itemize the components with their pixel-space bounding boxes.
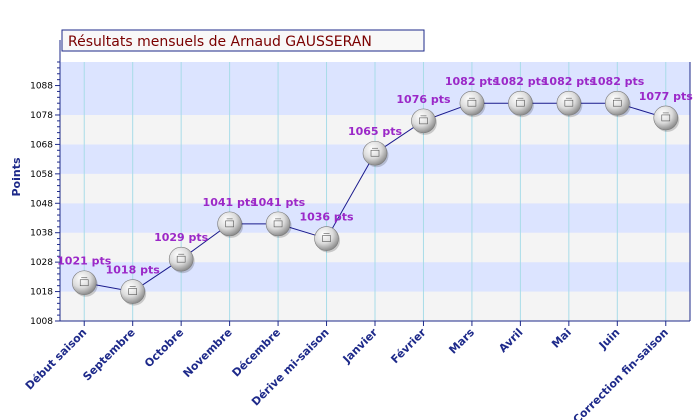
y-tick-label: 1048 bbox=[30, 199, 53, 209]
y-tick-label: 1078 bbox=[30, 111, 53, 121]
data-label: 1082 pts bbox=[590, 75, 645, 88]
x-tick-label: Janvier bbox=[340, 326, 381, 367]
data-point-marker bbox=[653, 105, 680, 132]
x-tick-label: Début saison bbox=[23, 326, 90, 393]
x-tick-label: Novembre bbox=[181, 326, 235, 380]
data-label: 1036 pts bbox=[299, 211, 354, 224]
ping-pong-ball-icon bbox=[265, 211, 291, 237]
x-tick-label: Octobre bbox=[142, 326, 186, 370]
chart-title: Résultats mensuels de Arnaud GAUSSERAN bbox=[68, 34, 372, 50]
data-label: 1065 pts bbox=[348, 125, 403, 138]
ping-pong-ball-icon bbox=[217, 211, 242, 237]
y-tick-label: 1088 bbox=[30, 82, 53, 92]
ping-pong-ball-icon bbox=[120, 279, 145, 304]
data-point-marker bbox=[168, 246, 195, 274]
x-tick-label: Juin bbox=[596, 326, 623, 353]
data-point-marker bbox=[508, 90, 534, 118]
ping-pong-ball-icon bbox=[168, 246, 194, 272]
x-tick-label: Mars bbox=[446, 326, 477, 357]
ball-logo-icon bbox=[225, 220, 234, 228]
ping-pong-ball-icon bbox=[314, 226, 339, 251]
ball-logo-icon bbox=[370, 149, 380, 157]
y-tick-label: 1058 bbox=[30, 170, 53, 180]
data-point-marker bbox=[217, 211, 244, 238]
ball-logo-icon bbox=[419, 117, 428, 125]
ping-pong-ball-icon bbox=[362, 140, 388, 166]
y-axis-ticks: 1008 1018 1028 1038 1048 1058 1068 1078 1088 bbox=[30, 61, 60, 327]
title-background bbox=[61, 29, 425, 52]
data-label: 1021 pts bbox=[57, 255, 112, 268]
x-tick-label: Septembre bbox=[80, 326, 137, 383]
ping-pong-ball-icon bbox=[71, 270, 97, 296]
data-label: 1076 pts bbox=[396, 93, 451, 106]
chart-title-box: Résultats mensuels de Arnaud GAUSSERAN bbox=[61, 29, 425, 52]
data-markers bbox=[71, 90, 680, 306]
ball-logo-icon bbox=[516, 99, 525, 107]
ping-pong-ball-icon bbox=[508, 90, 533, 116]
ball-logo-icon bbox=[564, 99, 574, 107]
ball-logo-icon bbox=[613, 99, 622, 107]
ball-logo-icon bbox=[79, 279, 89, 287]
data-label: 1018 pts bbox=[106, 264, 161, 277]
y-tick-label: 1018 bbox=[30, 288, 53, 298]
y-tick-label: 1008 bbox=[30, 317, 53, 327]
ping-pong-ball-icon bbox=[653, 105, 679, 131]
data-point-marker bbox=[120, 279, 147, 306]
ball-logo-icon bbox=[661, 114, 671, 122]
data-point-marker bbox=[459, 90, 486, 118]
data-label: 1082 pts bbox=[445, 75, 500, 88]
y-axis-title: Points bbox=[10, 157, 23, 196]
data-point-marker bbox=[411, 108, 437, 135]
data-label: 1041 pts bbox=[251, 196, 306, 209]
data-point-marker bbox=[362, 140, 389, 168]
data-point-marker bbox=[605, 90, 631, 118]
x-tick-label: Février bbox=[388, 326, 429, 367]
ping-pong-ball-icon bbox=[556, 90, 582, 116]
x-tick-label: Décembre bbox=[230, 326, 284, 380]
y-tick-label: 1038 bbox=[30, 229, 53, 239]
data-point-marker bbox=[556, 90, 583, 118]
y-tick-label: 1068 bbox=[30, 140, 53, 150]
ping-pong-ball-icon bbox=[411, 108, 436, 134]
ping-pong-ball-icon bbox=[459, 90, 485, 116]
data-point-marker bbox=[265, 211, 292, 238]
data-label: 1082 pts bbox=[493, 75, 548, 88]
ball-logo-icon bbox=[128, 288, 137, 295]
x-tick-label: Mai bbox=[549, 326, 574, 351]
data-label: 1029 pts bbox=[154, 231, 209, 244]
data-label: 1077 pts bbox=[639, 90, 694, 103]
ball-logo-icon bbox=[467, 99, 477, 107]
data-label: 1082 pts bbox=[542, 75, 597, 88]
data-label: 1041 pts bbox=[203, 196, 258, 209]
data-point-marker bbox=[314, 226, 341, 253]
ball-logo-icon bbox=[322, 235, 331, 242]
x-tick-label: Avril bbox=[496, 326, 525, 355]
x-tick-label: Correction fin-saison bbox=[571, 326, 671, 420]
y-tick-label: 1028 bbox=[30, 258, 53, 268]
ping-pong-ball-icon bbox=[605, 90, 630, 116]
ball-logo-icon bbox=[273, 220, 283, 228]
data-point-marker bbox=[71, 270, 98, 297]
ball-logo-icon bbox=[176, 255, 186, 263]
